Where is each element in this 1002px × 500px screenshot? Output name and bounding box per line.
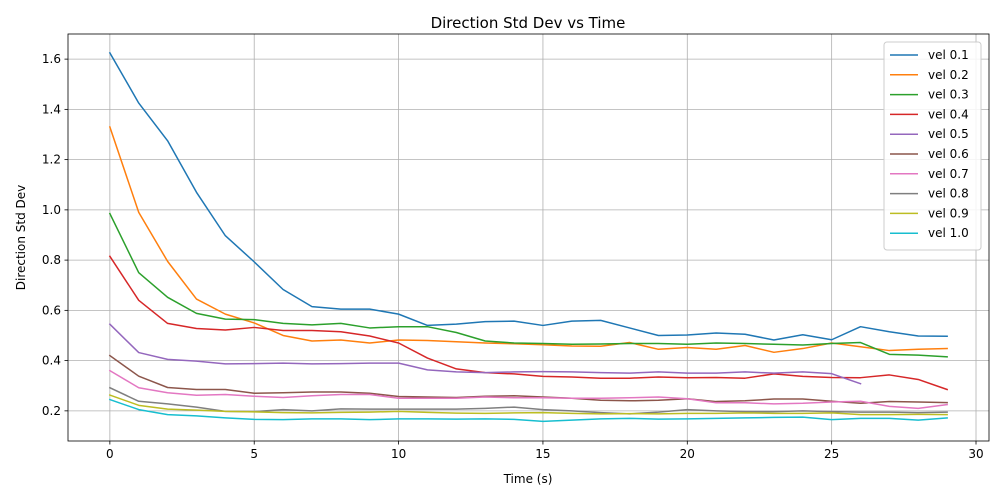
series-line-vel-0-7 bbox=[108, 369, 948, 410]
series-line-vel-0-2 bbox=[108, 126, 948, 354]
series-line-vel-0-4 bbox=[108, 255, 949, 391]
y-tick-label: 1.0 bbox=[42, 203, 61, 217]
series-line-vel-0-5 bbox=[108, 323, 862, 385]
x-axis-label: Time (s) bbox=[503, 472, 553, 486]
y-tick-label: 1.4 bbox=[42, 102, 61, 116]
y-tick-label: 0.8 bbox=[42, 253, 61, 267]
legend-label: vel 0.3 bbox=[928, 88, 969, 102]
series-line-vel-0-6 bbox=[108, 354, 948, 405]
series-line-vel-0-1 bbox=[108, 51, 948, 341]
x-tick-label: 30 bbox=[968, 447, 983, 461]
legend: vel 0.1 vel 0.2 vel 0.3 vel 0.4 vel 0.5 vel 0… bbox=[883, 41, 982, 251]
y-tick-label: 1.6 bbox=[42, 52, 61, 66]
legend-label: vel 0.8 bbox=[928, 187, 969, 201]
legend-label: vel 0.7 bbox=[928, 167, 969, 181]
legend-label: vel 0.4 bbox=[928, 107, 969, 121]
legend-label: vel 0.1 bbox=[928, 48, 969, 62]
legend-label: vel 0.6 bbox=[928, 147, 969, 161]
x-tick-label: 25 bbox=[824, 447, 839, 461]
x-tick-label: 10 bbox=[391, 447, 406, 461]
series-lines bbox=[108, 51, 949, 423]
x-tick-label: 15 bbox=[535, 447, 550, 461]
y-tick-label: 0.2 bbox=[42, 404, 61, 418]
plot-area-frame bbox=[67, 33, 990, 442]
y-tick-label: 0.4 bbox=[42, 354, 61, 368]
legend-label: vel 0.5 bbox=[928, 127, 969, 141]
y-axis-label: Direction Std Dev bbox=[14, 185, 28, 291]
y-tick-label: 1.2 bbox=[42, 153, 61, 167]
x-tick-label: 0 bbox=[106, 447, 114, 461]
legend-label: vel 0.2 bbox=[928, 68, 969, 82]
series-line-vel-0-3 bbox=[108, 212, 948, 358]
chart-title: Direction Std Dev vs Time bbox=[431, 14, 626, 32]
legend-label: vel 1.0 bbox=[928, 226, 969, 240]
series-line-vel-0-9 bbox=[108, 394, 948, 416]
grid bbox=[68, 34, 989, 441]
x-tick-label: 20 bbox=[680, 447, 695, 461]
y-tick-label: 0.6 bbox=[42, 303, 61, 317]
axis-ticks: 0 5 10 15 20 25 30 0.2 0.4 0.6 0.8 1.0 1.2 1.4 1.6 bbox=[42, 52, 984, 461]
legend-label: vel 0.9 bbox=[928, 206, 969, 220]
x-tick-label: 5 bbox=[250, 447, 258, 461]
series-line-vel-1-0 bbox=[108, 398, 948, 423]
